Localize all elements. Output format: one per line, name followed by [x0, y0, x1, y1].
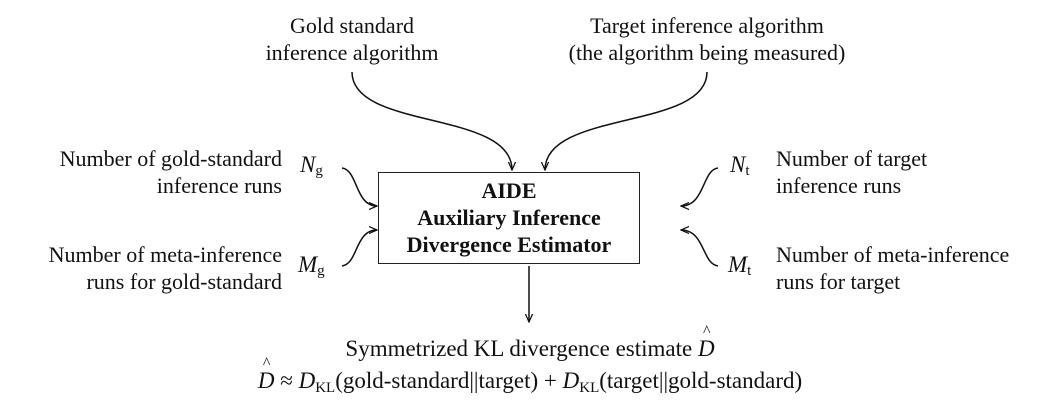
target-algorithm-label: Target inference algorithm (the algorith…	[547, 12, 867, 66]
aide-box: AIDE Auxiliary Inference Divergence Esti…	[378, 172, 640, 264]
mg-symbol-sub: g	[317, 263, 325, 279]
mt-symbol-main: M	[728, 252, 748, 277]
ng-description-line2: inference runs	[156, 173, 282, 198]
d-hat-symbol: D	[698, 323, 715, 362]
formula-term2: (target||gold-standard)	[599, 368, 803, 393]
gold-standard-label: Gold standard inference algorithm	[222, 12, 482, 66]
aide-box-subtitle-line2: Divergence Estimator	[406, 232, 612, 257]
ng-description: Number of gold-standard inference runs	[10, 145, 282, 199]
nt-symbol-sub: t	[745, 163, 750, 179]
nt-description: Number of target inference runs	[776, 145, 1056, 199]
aide-box-subtitle-line1: Auxiliary Inference	[417, 205, 601, 230]
output-label: Symmetrized KL divergence estimate D	[0, 323, 1060, 362]
nt-description-line2: inference runs	[776, 173, 902, 198]
mt-to-box-arrow	[681, 230, 719, 267]
formula-dkl2-sub: KL	[579, 380, 600, 396]
gold-standard-label-line1: Gold standard	[289, 13, 415, 38]
mg-to-box-arrow	[341, 230, 377, 267]
nt-to-box-arrow	[681, 167, 719, 206]
formula-dkl1-d: D	[298, 368, 316, 393]
ng-symbol-main: N	[300, 152, 316, 177]
formula-term1: (gold-standard||target) +	[335, 368, 563, 393]
mt-description: Number of meta-inference runs for target	[776, 241, 1056, 295]
aide-box-title: AIDE	[481, 178, 537, 203]
mg-symbol: Mg	[298, 252, 325, 279]
ng-symbol: Ng	[300, 152, 323, 179]
mg-symbol-main: M	[298, 252, 318, 277]
mg-description-line2: runs for gold-standard	[86, 269, 282, 294]
nt-symbol: Nt	[730, 152, 750, 179]
formula-d-hat: D	[258, 355, 275, 394]
formula-dkl1-sub: KL	[315, 380, 336, 396]
target-algorithm-label-line2: (the algorithm being measured)	[568, 40, 846, 65]
gold-to-box-arrow	[351, 71, 512, 170]
target-to-box-arrow	[545, 71, 708, 170]
nt-symbol-main: N	[730, 152, 746, 177]
ng-symbol-sub: g	[315, 163, 323, 179]
output-label-text: Symmetrized KL divergence estimate	[345, 336, 698, 361]
mg-description: Number of meta-inference runs for gold-s…	[10, 241, 282, 295]
nt-description-line1: Number of target	[776, 146, 928, 171]
ng-description-line1: Number of gold-standard	[59, 146, 282, 171]
formula-approx: ≈	[274, 368, 299, 393]
ng-to-box-arrow	[341, 167, 377, 206]
formula-dkl2-d: D	[562, 368, 580, 393]
mt-symbol-sub: t	[747, 263, 752, 279]
mg-description-line1: Number of meta-inference	[48, 242, 282, 267]
output-formula: D ≈ DKL(gold-standard||target) + DKL(tar…	[0, 355, 1060, 396]
mt-description-line1: Number of meta-inference	[776, 242, 1010, 267]
mt-symbol: Mt	[728, 252, 752, 279]
mt-description-line2: runs for target	[776, 269, 901, 294]
target-algorithm-label-line1: Target inference algorithm	[590, 13, 824, 38]
gold-standard-label-line2: inference algorithm	[265, 40, 439, 65]
